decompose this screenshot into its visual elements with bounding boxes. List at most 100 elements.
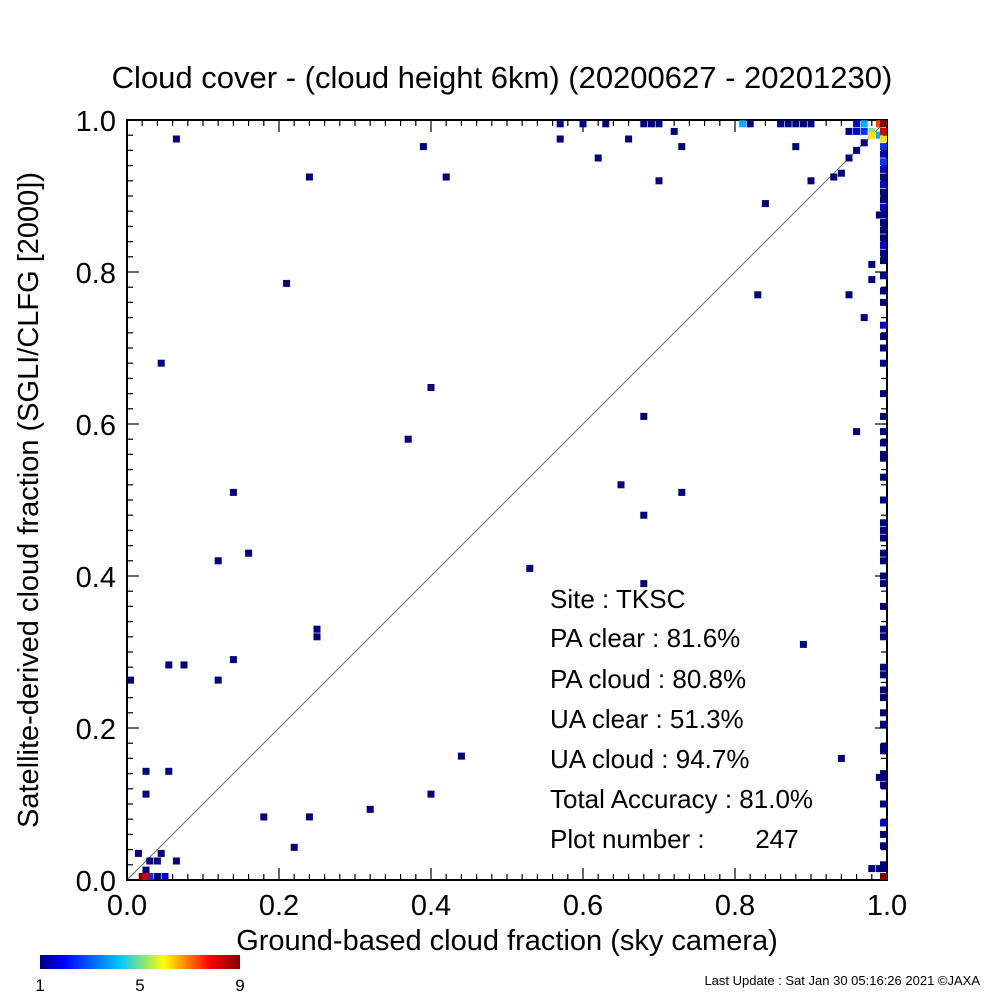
- data-point: [875, 773, 883, 781]
- data-point: [880, 211, 887, 219]
- data-point: [880, 557, 887, 565]
- data-point: [880, 226, 887, 234]
- x-axis-label: Ground-based cloud fraction (sky camera): [236, 925, 778, 957]
- data-point: [161, 873, 169, 880]
- data-point: [792, 120, 800, 128]
- data-point: [830, 173, 838, 181]
- data-point: [868, 865, 876, 873]
- data-point: [880, 165, 887, 173]
- data-point: [290, 843, 298, 851]
- major-ticks: [126, 119, 888, 881]
- data-point: [245, 549, 253, 557]
- data-point: [880, 709, 887, 717]
- data-point: [880, 333, 887, 341]
- y-tick-label: 0.4: [76, 562, 116, 594]
- data-point: [579, 120, 587, 128]
- data-point: [427, 790, 435, 798]
- data-point: [880, 150, 887, 158]
- x-tick-label: 0.4: [411, 890, 451, 922]
- data-point: [647, 120, 655, 128]
- data-point: [138, 873, 146, 880]
- data-point: [875, 131, 883, 139]
- data-point: [860, 139, 868, 147]
- data-point: [670, 127, 678, 135]
- data-point: [860, 120, 868, 128]
- x-tick-labels: 0.0 0.2 0.4 0.6 0.8 1.0: [107, 890, 907, 922]
- data-points: [127, 120, 887, 880]
- data-point: [640, 580, 648, 588]
- data-point: [880, 830, 887, 838]
- data-point: [880, 534, 887, 542]
- data-point: [172, 857, 180, 865]
- data-point: [142, 866, 150, 874]
- data-point: [366, 805, 374, 813]
- data-point: [868, 260, 876, 268]
- y-tick-label: 0.0: [76, 866, 116, 898]
- data-point: [880, 572, 887, 580]
- data-point: [880, 861, 887, 869]
- data-point: [880, 439, 887, 447]
- data-point: [457, 752, 465, 760]
- data-point: [837, 169, 845, 177]
- stat-pa-cloud: PA cloud : 80.8%: [550, 664, 746, 694]
- stat-site: Site : TKSC: [550, 584, 685, 614]
- data-point: [880, 234, 887, 242]
- data-point: [180, 661, 188, 669]
- data-point: [853, 120, 861, 128]
- data-point: [761, 200, 769, 208]
- data-point: [799, 120, 807, 128]
- data-point: [602, 120, 610, 128]
- data-point: [880, 241, 887, 249]
- last-update-footer: Last Update : Sat Jan 30 05:16:26 2021 ©…: [704, 973, 980, 988]
- data-point: [880, 526, 887, 534]
- data-point: [880, 412, 887, 420]
- data-point: [880, 865, 887, 873]
- data-point: [880, 203, 887, 211]
- data-point: [880, 321, 887, 329]
- data-point: [792, 143, 800, 151]
- colorbar-gradient: [40, 955, 240, 969]
- data-point: [880, 773, 887, 781]
- data-point: [880, 519, 887, 527]
- data-point: [880, 549, 887, 557]
- data-point: [880, 671, 887, 679]
- data-point: [807, 120, 815, 128]
- data-point: [784, 120, 792, 128]
- stat-ua-cloud: UA cloud : 94.7%: [550, 744, 749, 774]
- data-point: [260, 813, 268, 821]
- data-point: [427, 384, 435, 392]
- data-point: [172, 135, 180, 143]
- chart-title: Cloud cover - (cloud height 6km) (202006…: [112, 60, 893, 95]
- data-point: [404, 435, 412, 443]
- data-point: [880, 580, 887, 588]
- data-point: [880, 454, 887, 462]
- data-point: [845, 127, 853, 135]
- data-point: [875, 865, 883, 873]
- data-point: [845, 291, 853, 299]
- data-point: [880, 781, 887, 789]
- data-point: [754, 291, 762, 299]
- data-point: [556, 120, 564, 128]
- data-point: [617, 481, 625, 489]
- data-point: [442, 173, 450, 181]
- data-point: [880, 694, 887, 702]
- data-point: [880, 135, 887, 143]
- data-point: [127, 676, 134, 684]
- stat-pa-clear: PA clear : 81.6%: [550, 623, 740, 653]
- data-point: [880, 249, 887, 257]
- data-point: [880, 428, 887, 436]
- data-point: [313, 633, 321, 641]
- data-point: [880, 158, 887, 166]
- data-point: [165, 661, 173, 669]
- data-point: [880, 173, 887, 181]
- data-point: [655, 177, 663, 185]
- data-point: [868, 131, 876, 139]
- data-point: [655, 120, 663, 128]
- data-point: [880, 196, 887, 204]
- data-point: [229, 488, 237, 496]
- data-point: [640, 511, 648, 519]
- data-point: [214, 557, 222, 565]
- data-point: [880, 625, 887, 633]
- colorbar: 1 5 9: [35, 955, 245, 995]
